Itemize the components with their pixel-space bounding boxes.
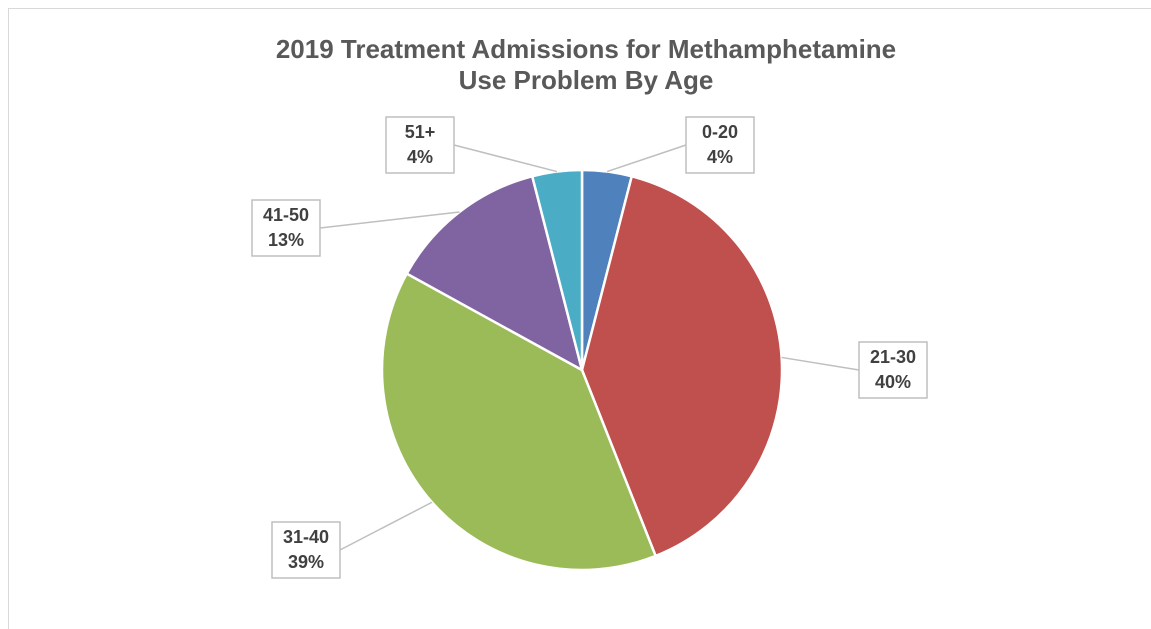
data-label-box [251,199,321,257]
data-label-value: 4% [407,147,433,167]
data-label-category: 0-20 [702,122,738,142]
data-label-category: 51+ [405,122,436,142]
pie-slice [380,271,658,572]
data-label-box [685,116,755,174]
pie-slice [580,174,784,558]
data-label-value: 40% [875,372,911,392]
data-label-box [858,341,928,399]
chart-title: 2019 Treatment Admissions for Methamphet… [275,34,897,95]
data-label-box [271,521,341,579]
leader-line [319,211,460,229]
pie-slice [405,174,584,373]
data-label-value: 39% [288,552,324,572]
data-label-category: 41-50 [263,205,309,225]
data-label-value: 4% [707,147,733,167]
data-label-value: 13% [268,230,304,250]
leader-line [453,144,558,173]
data-label-category: 21-30 [870,347,916,367]
chart-frame [8,8,1151,629]
leader-line [606,144,687,173]
pie-slice [530,168,584,371]
data-label-box [385,116,455,174]
data-label-category: 31-40 [283,527,329,547]
leader-line [781,356,860,371]
leader-line [339,501,433,551]
